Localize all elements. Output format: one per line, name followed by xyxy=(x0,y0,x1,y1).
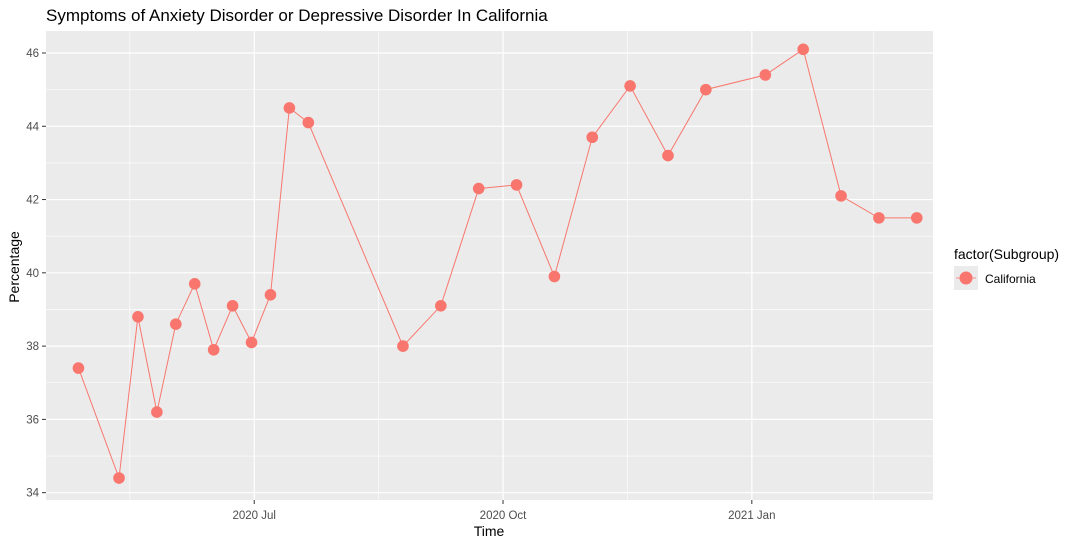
y-tick-label: 46 xyxy=(26,48,39,60)
data-point xyxy=(207,343,220,356)
data-point xyxy=(910,212,923,224)
x-tick-label: 2021 Jan xyxy=(728,510,775,522)
series-layer xyxy=(72,43,923,484)
data-point xyxy=(662,149,674,162)
data-point xyxy=(72,362,85,374)
legend: factor(Subgroup) California xyxy=(954,246,1059,290)
x-axis-title: Time xyxy=(474,523,505,539)
legend-key-point xyxy=(959,271,973,285)
minor-gridlines xyxy=(46,31,933,500)
data-point xyxy=(835,190,847,202)
y-tick-label: 38 xyxy=(26,341,39,353)
data-point xyxy=(435,300,447,312)
data-point xyxy=(759,69,772,81)
data-point xyxy=(397,340,409,352)
data-point xyxy=(264,289,277,301)
data-point xyxy=(170,318,182,330)
data-point xyxy=(151,406,163,418)
y-axis: 34 36 38 40 42 44 46 xyxy=(26,48,46,500)
data-point xyxy=(586,131,599,144)
x-tick-label: 2020 Jul xyxy=(232,510,275,522)
data-point xyxy=(510,179,523,191)
data-point xyxy=(245,336,258,349)
y-tick-label: 36 xyxy=(26,414,39,426)
data-point xyxy=(624,80,636,92)
y-tick-label: 40 xyxy=(26,268,39,280)
data-point xyxy=(700,83,712,96)
legend-label-california: California xyxy=(985,272,1036,286)
major-gridlines xyxy=(46,31,933,500)
x-axis: 2020 Jul 2020 Oct 2021 Jan xyxy=(232,500,775,522)
y-tick-label: 44 xyxy=(26,121,39,133)
data-point xyxy=(132,310,144,323)
y-tick-label: 34 xyxy=(26,488,39,500)
y-axis-title: Percentage xyxy=(6,231,22,303)
chart-title: Symptoms of Anxiety Disorder or Depressi… xyxy=(46,6,548,25)
data-point xyxy=(302,116,315,129)
data-point xyxy=(797,43,809,56)
x-tick-label: 2020 Oct xyxy=(480,510,527,522)
legend-title: factor(Subgroup) xyxy=(954,246,1059,262)
data-point xyxy=(113,472,125,484)
data-point xyxy=(548,270,561,283)
data-point xyxy=(226,300,239,312)
data-point xyxy=(188,278,201,290)
plot-panel xyxy=(46,31,933,500)
y-tick-label: 42 xyxy=(26,195,39,207)
data-point xyxy=(283,102,296,114)
series-line-california xyxy=(78,48,917,479)
data-point xyxy=(472,182,485,195)
data-point xyxy=(873,212,885,224)
